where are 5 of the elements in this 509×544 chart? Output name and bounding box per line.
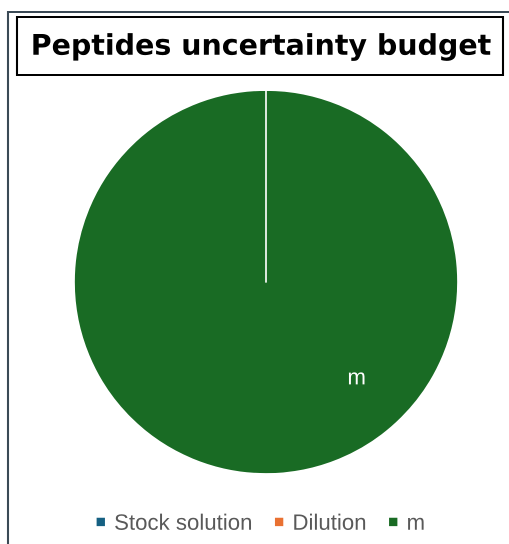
legend-label: Dilution: [294, 514, 366, 530]
legend-label: m: [408, 518, 424, 530]
legend-label: Stock solution: [115, 514, 252, 530]
data-label: m: [348, 372, 364, 384]
chart-title: Peptides uncertainty budget: [33, 33, 491, 61]
